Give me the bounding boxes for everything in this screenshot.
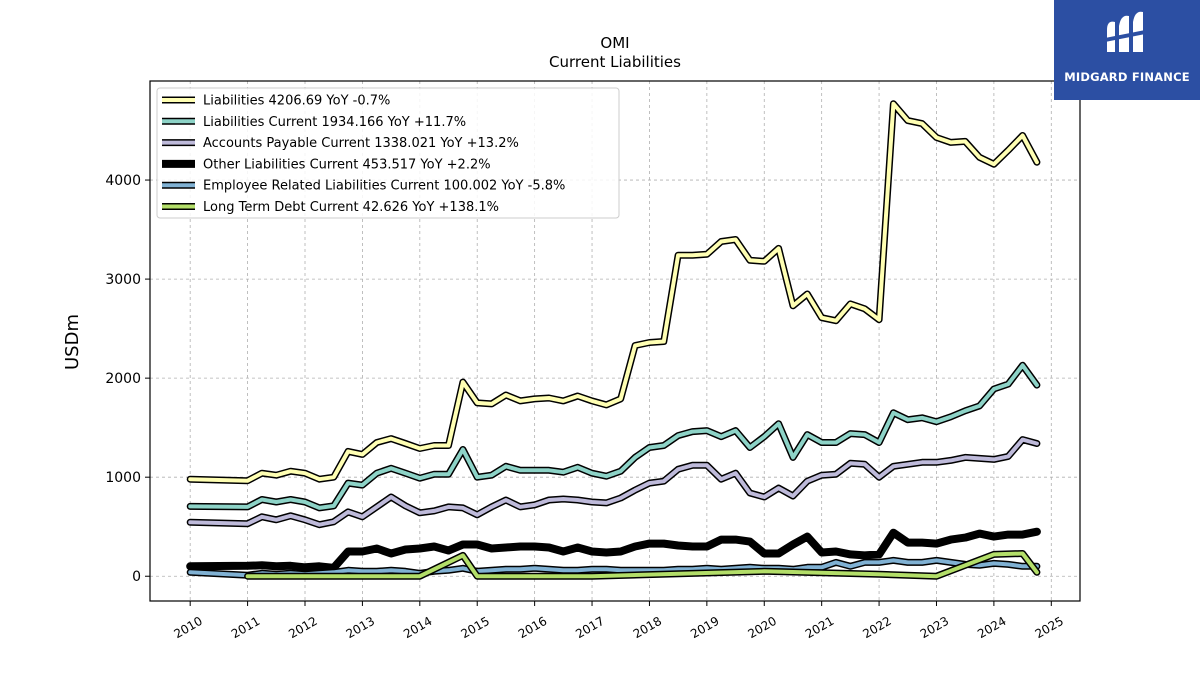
- series-line: [186, 527, 1041, 572]
- series-2: [186, 436, 1041, 529]
- y-tick-label: 1000: [105, 470, 141, 486]
- y-tick-label: 2000: [105, 371, 141, 387]
- y-tick-label: 3000: [105, 272, 141, 288]
- x-tick-label: 2016: [516, 614, 549, 641]
- series-layer: [186, 100, 1041, 580]
- series-line: [188, 437, 1039, 527]
- plot-frame: [149, 80, 1081, 602]
- legend-label: Accounts Payable Current 1338.021 YoY +1…: [203, 136, 519, 151]
- x-tick-label: 2021: [803, 614, 836, 641]
- series-line: [245, 551, 1039, 579]
- x-tick-label: 2023: [918, 614, 951, 641]
- series-line: [188, 101, 1039, 483]
- brand-name: MIDGARD FINANCE: [1064, 70, 1190, 84]
- x-tick-label: 2020: [746, 614, 779, 641]
- legend-box: [156, 87, 620, 219]
- series-0: [186, 100, 1041, 485]
- series-3: [186, 527, 1041, 572]
- x-tick-label: 2025: [1033, 614, 1066, 641]
- chart-title: OMI: [600, 34, 629, 52]
- x-tick-label: 2010: [171, 614, 204, 641]
- legend-item: Accounts Payable Current 1338.021 YoY +1…: [162, 136, 519, 151]
- legend-item: Liabilities Current 1934.166 YoY +11.7%: [162, 115, 466, 130]
- x-tick-label: 2018: [631, 614, 664, 641]
- x-tick-label: 2024: [975, 614, 1008, 641]
- y-tick-label: 0: [132, 569, 141, 585]
- legend-label: Liabilities Current 1934.166 YoY +11.7%: [203, 115, 466, 130]
- series-5: [244, 550, 1041, 580]
- x-tick-label: 2011: [229, 614, 262, 641]
- x-tick-label: 2014: [401, 614, 434, 641]
- legend-label: Liabilities 4206.69 YoY -0.7%: [203, 94, 390, 109]
- legend-item: Employee Related Liabilities Current 100…: [162, 179, 565, 194]
- y-tick-label: 4000: [105, 173, 141, 189]
- legend-label: Employee Related Liabilities Current 100…: [203, 179, 565, 194]
- x-tick-label: 2013: [344, 614, 377, 641]
- legend-item: Long Term Debt Current 42.626 YoY +138.1…: [162, 200, 499, 215]
- x-tick-label: 2015: [458, 614, 491, 641]
- x-tick-label: 2012: [286, 614, 319, 641]
- brand-logo: MIDGARD FINANCE: [1054, 0, 1200, 100]
- series-line: [188, 363, 1039, 510]
- series-outline: [186, 436, 1041, 529]
- legend-item: Liabilities 4206.69 YoY -0.7%: [162, 94, 390, 109]
- legend-label: Long Term Debt Current 42.626 YoY +138.1…: [203, 200, 499, 215]
- x-tick-label: 2017: [573, 614, 606, 641]
- chart-subtitle: Current Liabilities: [549, 53, 681, 71]
- brand-mark-icon: [1105, 11, 1145, 52]
- legend-item: Other Liabilities Current 453.517 YoY +2…: [162, 157, 491, 172]
- x-tick-label: 2019: [688, 614, 721, 641]
- series-4: [186, 556, 1041, 579]
- series-line: [188, 558, 1039, 578]
- series-1: [186, 361, 1041, 512]
- series-outline: [186, 361, 1041, 512]
- y-axis-label: USDm: [62, 314, 83, 370]
- legend: Liabilities 4206.69 YoY -0.7% Liabilities…: [156, 87, 620, 219]
- x-tick-label: 2022: [860, 614, 893, 641]
- legend-label: Other Liabilities Current 453.517 YoY +2…: [203, 157, 491, 172]
